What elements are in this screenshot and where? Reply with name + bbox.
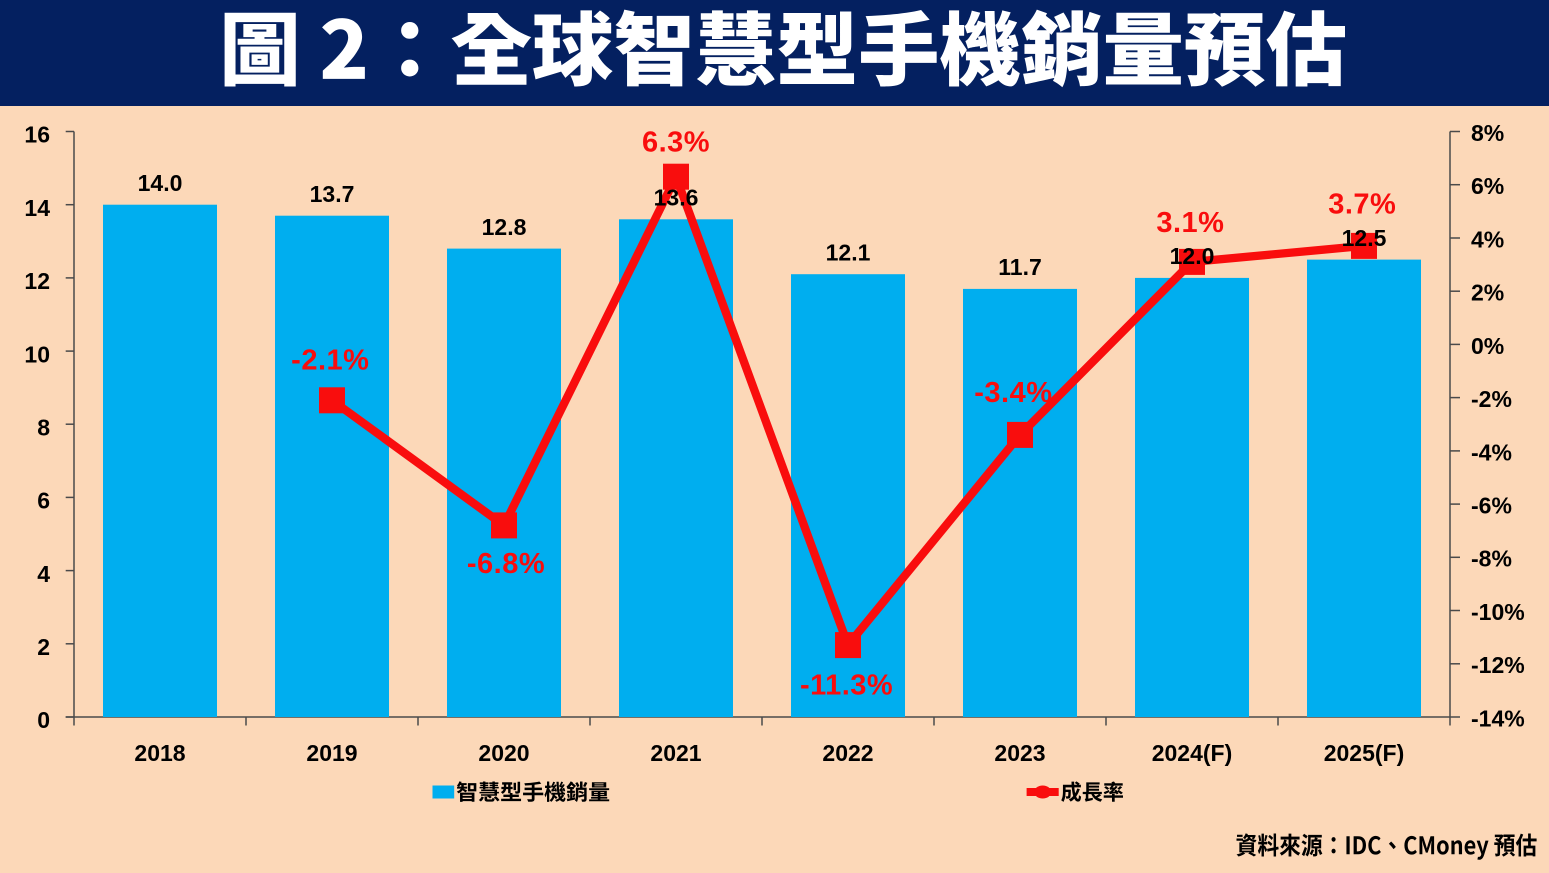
svg-text:14: 14 [24,195,50,221]
svg-text:2022: 2022 [822,740,873,766]
svg-text:2020: 2020 [478,740,529,766]
svg-text:12: 12 [24,268,50,294]
svg-text:-14%: -14% [1471,705,1525,731]
svg-text:2%: 2% [1471,280,1504,306]
svg-text:0: 0 [37,707,50,733]
svg-text:-11.3%: -11.3% [800,669,893,701]
svg-text:12.1: 12.1 [826,239,871,265]
svg-text:8%: 8% [1471,120,1504,146]
svg-text:12.0: 12.0 [1170,243,1215,269]
svg-text:-4%: -4% [1471,439,1512,465]
svg-text:4: 4 [37,561,50,587]
svg-text:6.3%: 6.3% [642,126,710,158]
svg-text:-2%: -2% [1471,386,1512,412]
svg-text:-6.8%: -6.8% [467,548,545,580]
svg-text:2025(F): 2025(F) [1324,740,1405,766]
svg-text:2021: 2021 [650,740,701,766]
svg-text:-6%: -6% [1471,493,1512,519]
svg-text:-8%: -8% [1471,546,1512,572]
svg-text:16: 16 [24,122,50,148]
svg-text:13.6: 13.6 [654,185,699,211]
svg-text:14.0: 14.0 [138,170,183,196]
svg-text:2023: 2023 [994,740,1045,766]
svg-text:12.8: 12.8 [482,214,527,240]
svg-text:2: 2 [37,634,50,660]
svg-text:11.7: 11.7 [998,254,1042,280]
svg-text:-2.1%: -2.1% [291,345,369,377]
svg-text:0%: 0% [1471,333,1504,359]
svg-text:6%: 6% [1471,173,1504,199]
svg-text:6: 6 [37,488,50,514]
svg-text:-3.4%: -3.4% [974,377,1052,409]
svg-text:13.7: 13.7 [310,181,355,207]
svg-text:2024(F): 2024(F) [1152,740,1233,766]
svg-text:-12%: -12% [1471,652,1525,678]
svg-text:3.7%: 3.7% [1328,189,1396,221]
svg-text:2018: 2018 [134,740,185,766]
svg-text:12.5: 12.5 [1342,225,1387,251]
svg-text:2019: 2019 [306,740,357,766]
svg-text:-10%: -10% [1471,599,1525,625]
svg-text:8: 8 [37,414,50,440]
svg-text:10: 10 [24,341,50,367]
svg-text:4%: 4% [1471,226,1504,252]
svg-text:3.1%: 3.1% [1156,207,1224,239]
